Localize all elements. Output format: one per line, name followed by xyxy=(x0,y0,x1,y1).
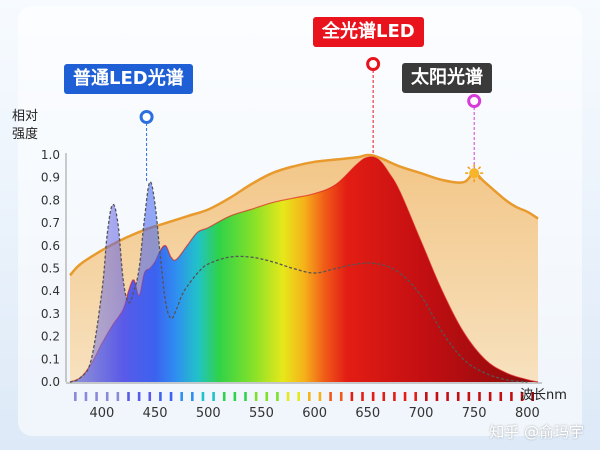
y-tick-label: 0.6 xyxy=(41,239,60,253)
x-color-tick xyxy=(425,392,428,401)
x-color-tick xyxy=(180,392,183,401)
sun-ray xyxy=(467,176,471,181)
x-color-tick xyxy=(191,392,194,401)
x-color-tick xyxy=(403,392,407,401)
x-tick-label: 750 xyxy=(462,406,487,421)
x-color-tick xyxy=(159,392,162,401)
marker-pin xyxy=(366,57,381,71)
sun-ray xyxy=(477,166,482,170)
y-tick-label: 0.5 xyxy=(41,262,60,276)
x-color-tick xyxy=(233,392,237,401)
label-sunlight: 太阳光谱 xyxy=(402,63,492,93)
plot-area xyxy=(69,153,539,383)
label-full-spectrum-led: 全光谱LED xyxy=(313,17,424,47)
markers xyxy=(139,57,484,183)
x-tick-label: 800 xyxy=(515,406,540,421)
y-tick-label: 0.8 xyxy=(41,193,60,207)
x-axis: 400 450 500 550 600 650 700 750 800 波长nm xyxy=(66,382,567,421)
sun-icon xyxy=(469,168,480,179)
x-tick-label: 600 xyxy=(302,406,327,421)
x-color-tick xyxy=(435,392,439,401)
x-color-tick xyxy=(84,392,88,401)
x-color-tick xyxy=(520,392,524,401)
x-color-tick xyxy=(297,392,300,401)
x-color-tick xyxy=(105,392,109,401)
watermark: 知乎 @俞玛宇 xyxy=(489,423,584,441)
y-tick-label: 0.4 xyxy=(41,284,60,298)
x-color-tick xyxy=(467,392,471,401)
x-color-tick xyxy=(339,392,343,401)
x-tick-label: 700 xyxy=(409,406,434,421)
x-color-tick xyxy=(254,392,258,401)
x-color-tick xyxy=(148,392,152,401)
x-color-tick xyxy=(212,392,215,401)
y-tick-label: 1.0 xyxy=(41,148,60,162)
x-color-tick xyxy=(286,392,290,401)
y-axis-label-line1: 相对 xyxy=(12,109,38,124)
x-tick-label: 550 xyxy=(249,406,274,421)
x-color-tick xyxy=(371,392,375,401)
y-axis-label-line2: 强度 xyxy=(12,126,38,142)
y-tick-label: 0.2 xyxy=(41,330,60,344)
normal-led-area xyxy=(70,181,528,382)
x-axis-label: 波长nm xyxy=(520,388,567,403)
y-tick-label: 0.1 xyxy=(41,352,60,366)
y-tick-label: 0.3 xyxy=(41,307,60,321)
sun-ray xyxy=(467,166,471,170)
x-color-tick xyxy=(308,392,311,401)
y-tick-label: 0.7 xyxy=(41,216,60,230)
x-color-tick xyxy=(95,392,98,401)
x-tick-label: 400 xyxy=(89,406,114,421)
x-color-tick xyxy=(116,392,120,401)
x-tick-label: 500 xyxy=(196,406,221,421)
x-color-tick xyxy=(478,392,481,401)
x-color-tick xyxy=(169,392,173,401)
x-color-tick xyxy=(318,392,322,401)
marker-pin xyxy=(467,94,482,108)
x-color-tick xyxy=(265,392,269,401)
x-color-tick xyxy=(488,392,492,401)
x-color-tick xyxy=(244,392,247,401)
x-color-tick xyxy=(137,392,141,401)
x-color-tick xyxy=(456,392,460,401)
x-tick-label: 450 xyxy=(143,406,168,421)
x-tick-label: 650 xyxy=(355,406,380,421)
marker-pin xyxy=(139,110,154,124)
y-tick-label: 0.0 xyxy=(41,375,60,389)
x-color-tick xyxy=(531,392,534,401)
x-color-tick xyxy=(393,392,396,401)
x-color-tick xyxy=(127,392,130,401)
x-color-tick xyxy=(350,392,354,401)
label-normal-led: 普通LED光谱 xyxy=(64,64,193,94)
x-color-tick xyxy=(382,392,386,401)
sun-ray xyxy=(477,176,482,181)
x-color-tick xyxy=(510,392,513,401)
x-color-tick xyxy=(446,392,449,401)
x-color-tick xyxy=(329,392,332,401)
x-color-tick xyxy=(499,392,503,401)
x-color-tick xyxy=(222,392,226,401)
x-color-tick xyxy=(414,392,417,401)
x-color-tick xyxy=(276,392,279,401)
full-spectrum-curve xyxy=(69,156,539,383)
x-color-tick xyxy=(361,392,364,401)
x-color-tick xyxy=(74,392,77,401)
x-color-tick xyxy=(201,392,205,401)
y-tick-label: 0.9 xyxy=(41,171,60,185)
